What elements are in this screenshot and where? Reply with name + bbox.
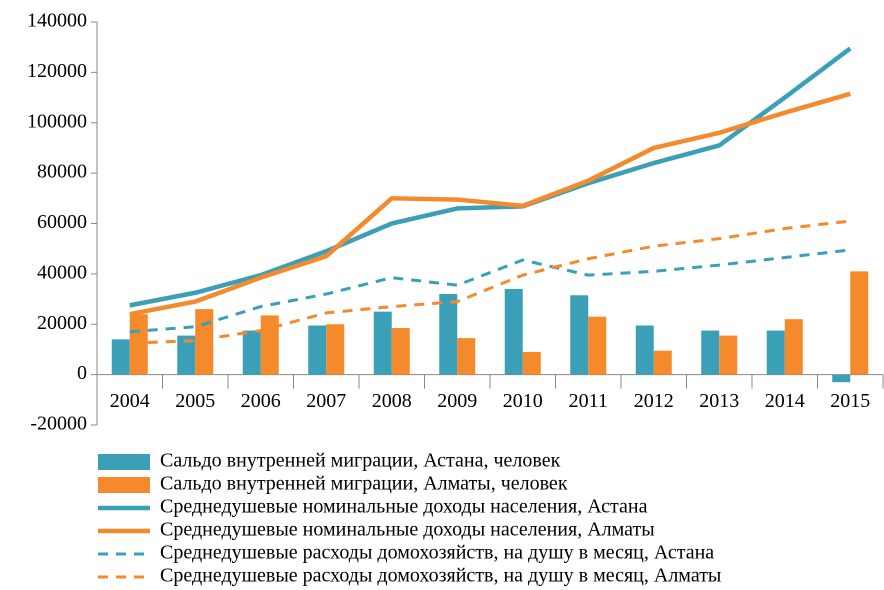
legend-swatch xyxy=(98,477,150,493)
legend-swatch xyxy=(98,454,150,470)
line xyxy=(129,91,851,317)
bar xyxy=(308,325,327,375)
bar xyxy=(504,288,523,375)
y-tick-label: 100000 xyxy=(27,110,87,132)
bar xyxy=(242,330,261,375)
x-tick-label: 2004 xyxy=(110,390,150,412)
bar xyxy=(373,311,392,375)
y-tick-label: 140000 xyxy=(27,10,87,32)
bar xyxy=(832,374,851,383)
x-tick-label: 2013 xyxy=(699,390,739,412)
legend-label: Среднедушевые номинальные доходы населен… xyxy=(160,496,648,518)
x-tick-label: 2015 xyxy=(830,390,870,412)
x-tick-label: 2014 xyxy=(765,390,805,412)
legend-label: Среднедушевые расходы домохозяйств, на д… xyxy=(160,542,714,564)
y-tick-label: 80000 xyxy=(37,161,87,183)
x-tick-label: 2010 xyxy=(503,390,543,412)
dashed-line xyxy=(129,219,851,345)
x-tick-label: 2012 xyxy=(634,390,674,412)
x-tick-label: 2011 xyxy=(569,390,608,412)
bar xyxy=(111,339,130,375)
legend-label: Среднедушевые расходы домохозяйств, на д… xyxy=(160,565,721,587)
y-tick-label: 40000 xyxy=(37,261,87,283)
legend-label: Среднедушевые номинальные доходы населен… xyxy=(160,519,655,541)
y-tick-label: 120000 xyxy=(27,60,87,82)
bar xyxy=(701,330,720,375)
bar xyxy=(391,328,410,375)
legend-label: Сальдо внутренней миграции, Астана, чело… xyxy=(160,450,561,472)
y-tick-label: 0 xyxy=(77,362,87,384)
bar xyxy=(439,294,458,375)
dashed-line xyxy=(129,248,851,334)
bar xyxy=(653,350,672,375)
bar xyxy=(766,330,785,375)
x-tick-label: 2008 xyxy=(372,390,412,412)
bar xyxy=(570,295,589,375)
legend-label: Сальдо внутренней миграции, Алматы, чело… xyxy=(160,473,568,495)
bar xyxy=(260,315,279,375)
x-tick-label: 2005 xyxy=(175,390,215,412)
x-tick-label: 2009 xyxy=(437,390,477,412)
y-tick-label: 60000 xyxy=(37,211,87,233)
line xyxy=(129,46,852,308)
bar xyxy=(195,309,214,375)
y-tick-label: 20000 xyxy=(37,312,87,334)
bar xyxy=(522,351,541,375)
bar xyxy=(457,338,476,375)
bar xyxy=(588,316,607,375)
x-tick-label: 2006 xyxy=(241,390,281,412)
bar xyxy=(850,271,869,375)
bar xyxy=(177,335,196,375)
x-tick-label: 2007 xyxy=(306,390,346,412)
bar xyxy=(784,319,803,375)
bar xyxy=(635,325,654,375)
bar xyxy=(719,335,738,375)
bar xyxy=(129,314,148,375)
y-tick-label: -20000 xyxy=(30,413,87,435)
bar xyxy=(326,324,345,375)
